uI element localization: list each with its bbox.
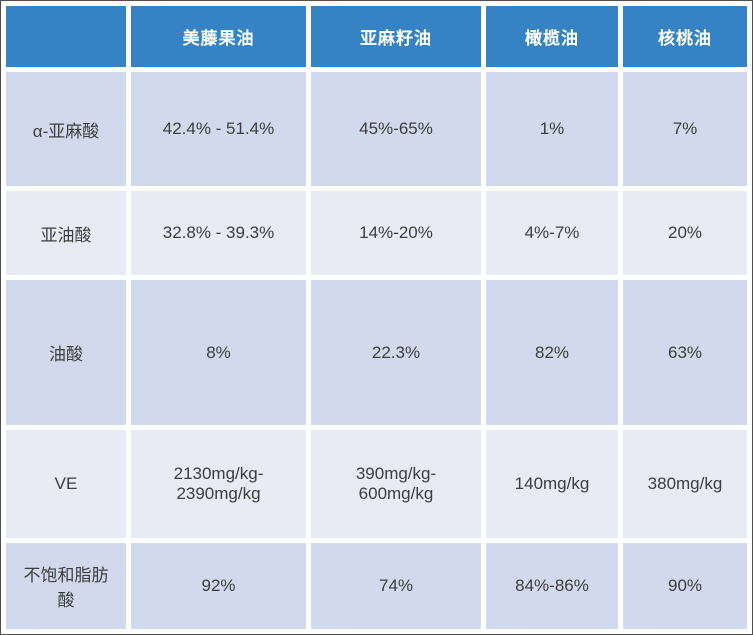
table-cell: 8% (131, 280, 306, 425)
table-cell: 20% (623, 191, 747, 275)
table-cell: 7% (623, 72, 747, 186)
table-cell: 92% (131, 543, 306, 629)
column-header-walnut-oil: 核桃油 (623, 6, 747, 67)
table-cell: 22.3% (311, 280, 481, 425)
table-cell: 140mg/kg (486, 430, 618, 538)
row-label: VE (6, 430, 126, 538)
row-label: 不饱和脂肪 酸 (6, 543, 126, 629)
table-row-oleic-acid: 油酸 8% 22.3% 82% 63% (6, 280, 747, 425)
table-cell: 390mg/kg- 600mg/kg (311, 430, 481, 538)
table-cell: 63% (623, 280, 747, 425)
column-header-flaxseed-oil: 亚麻籽油 (311, 6, 481, 67)
table-cell: 380mg/kg (623, 430, 747, 538)
table-cell: 4%-7% (486, 191, 618, 275)
table-cell: 74% (311, 543, 481, 629)
row-label: 亚油酸 (6, 191, 126, 275)
corner-header-cell (6, 6, 126, 67)
table-cell: 82% (486, 280, 618, 425)
table-row-vitamin-e: VE 2130mg/kg- 2390mg/kg 390mg/kg- 600mg/… (6, 430, 747, 538)
table-row-unsaturated-fatty-acid: 不饱和脂肪 酸 92% 74% 84%-86% 90% (6, 543, 747, 629)
table-row-alpha-linolenic-acid: α-亚麻酸 42.4% - 51.4% 45%-65% 1% 7% (6, 72, 747, 186)
table-cell: 14%-20% (311, 191, 481, 275)
column-header-sacha-inchi-oil: 美藤果油 (131, 6, 306, 67)
table-cell: 32.8% - 39.3% (131, 191, 306, 275)
table-row-linoleic-acid: 亚油酸 32.8% - 39.3% 14%-20% 4%-7% 20% (6, 191, 747, 275)
row-label: α-亚麻酸 (6, 72, 126, 186)
table-cell: 84%-86% (486, 543, 618, 629)
table-cell: 90% (623, 543, 747, 629)
column-header-olive-oil: 橄榄油 (486, 6, 618, 67)
table-cell: 45%-65% (311, 72, 481, 186)
table-cell: 42.4% - 51.4% (131, 72, 306, 186)
row-label: 油酸 (6, 280, 126, 425)
table-cell: 1% (486, 72, 618, 186)
header-row: 美藤果油 亚麻籽油 橄榄油 核桃油 (6, 6, 747, 67)
table-cell: 2130mg/kg- 2390mg/kg (131, 430, 306, 538)
